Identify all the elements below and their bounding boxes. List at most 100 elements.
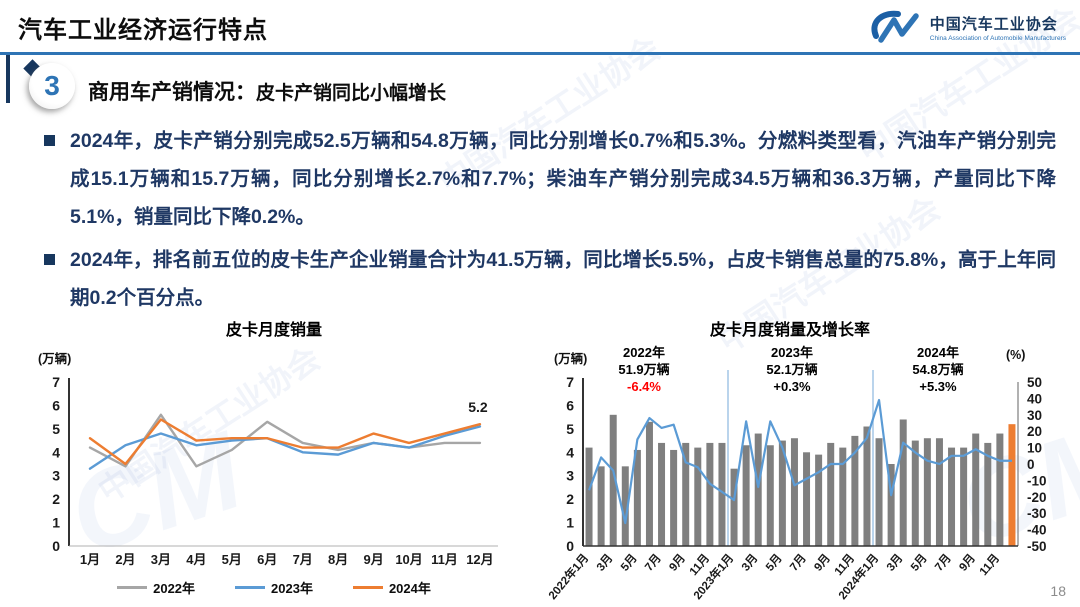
line-chart-monthly-sales: 皮卡月度销量 (万辆) 0 1 2 3 4 5 6 7 1月 2月 3月 4月 5月 6月 7月 8月 9月 10… xyxy=(28,312,520,607)
sales-bar xyxy=(597,466,605,546)
x-tick-label: 9月 xyxy=(957,552,978,574)
x-tick-label: 9月 xyxy=(812,552,833,574)
sales-bar xyxy=(718,442,726,546)
bullet-square-icon xyxy=(44,135,55,146)
chart-legend: 2022年 2023年 2024年 xyxy=(28,578,520,597)
svg-text:5: 5 xyxy=(52,421,60,437)
section-heading-prefix: 商用车产销情况： xyxy=(88,81,256,104)
legend-item: 2022年 xyxy=(117,578,195,597)
axis-unit-label-right: (%) xyxy=(1006,348,1026,362)
svg-text:40: 40 xyxy=(1027,391,1042,406)
end-data-label: 5.2 xyxy=(468,399,488,415)
svg-text:2: 2 xyxy=(566,491,574,507)
caam-logo: 中国汽车工业协会 China Association of Automobile… xyxy=(868,8,1066,46)
line-chart-plot: 0 1 2 3 4 5 6 7 1月 2月 3月 4月 5月 6月 7月 8月 9月 10月 11月 12月 5.2 xyxy=(52,374,498,567)
sales-bar xyxy=(996,433,1004,546)
sales-bar xyxy=(609,414,617,546)
svg-text:3: 3 xyxy=(52,468,60,484)
svg-text:6月: 6月 xyxy=(257,552,277,567)
sales-bar xyxy=(960,447,968,546)
sales-bar xyxy=(972,433,980,546)
logo-name-cn: 中国汽车工业协会 xyxy=(929,15,1058,33)
svg-text:7: 7 xyxy=(52,374,60,390)
growth-rate-line xyxy=(588,398,1012,525)
sales-bar xyxy=(935,438,943,546)
page-title: 汽车工业经济运行特点 xyxy=(18,17,268,44)
svg-text:50: 50 xyxy=(1027,375,1042,390)
svg-text:8月: 8月 xyxy=(328,552,348,567)
sales-bar xyxy=(984,442,992,546)
axis-unit-label-left: (万辆) xyxy=(554,352,588,366)
svg-text:0: 0 xyxy=(52,538,60,554)
svg-text:1: 1 xyxy=(52,515,60,531)
sales-bar xyxy=(658,442,666,546)
axis-unit-label: (万辆) xyxy=(38,352,72,366)
svg-text:4: 4 xyxy=(52,444,60,460)
bullet-list: 2024年，皮卡产销分别完成52.5万辆和54.8万辆，同比分别增长0.7%和5… xyxy=(42,122,1056,317)
svg-text:0: 0 xyxy=(1027,457,1035,472)
bullet-item: 2024年，皮卡产销分别完成52.5万辆和54.8万辆，同比分别增长0.7%和5… xyxy=(42,122,1056,236)
bullet-text: 2024年，排名前五位的皮卡生产企业销量合计为41.5万辆，同比增长5.5%，占… xyxy=(70,249,1056,309)
caam-logo-mark xyxy=(871,10,919,43)
x-tick-label: 11月 xyxy=(977,552,1002,578)
sales-bar xyxy=(730,468,738,546)
section-heading-highlight: 皮卡产销同比小幅增长 xyxy=(256,83,447,104)
svg-text:-40: -40 xyxy=(1027,523,1047,538)
legend-swatch xyxy=(352,586,383,589)
section-number-badge: 3 xyxy=(29,63,75,109)
sales-bar xyxy=(875,438,883,546)
sales-bar xyxy=(694,447,702,546)
chart-title: 皮卡月度销量及增长率 xyxy=(709,322,870,339)
sales-bar xyxy=(585,447,593,546)
legend-swatch xyxy=(235,586,266,589)
header-divider xyxy=(0,52,1080,55)
x-tick-label: 2022年1月 xyxy=(545,551,591,602)
svg-text:2: 2 xyxy=(52,491,60,507)
x-tick-label: 5月 xyxy=(908,552,929,574)
sales-bar xyxy=(621,466,629,546)
svg-text:7: 7 xyxy=(566,374,574,390)
legend-item: 2023年 xyxy=(235,578,313,597)
sales-bar xyxy=(887,464,895,546)
sales-bar xyxy=(863,426,871,546)
combo-chart-sales-growth: 皮卡月度销量及增长率 (万辆) (%) 0 1 2 3 4 5 6 7 50 40 30 20 10 0-… xyxy=(540,312,1080,607)
sales-bar xyxy=(645,421,653,546)
x-tick-label: 7月 xyxy=(642,552,663,574)
series-line-2023年 xyxy=(88,425,482,470)
x-tick-label: 3月 xyxy=(739,552,760,574)
legend-swatch xyxy=(117,586,148,589)
section-number: 3 xyxy=(44,70,60,101)
svg-text:20: 20 xyxy=(1027,424,1042,439)
x-tick-label: 7月 xyxy=(932,552,953,574)
sales-bar xyxy=(827,442,835,546)
svg-text:30: 30 xyxy=(1027,408,1042,423)
svg-text:12月: 12月 xyxy=(466,552,493,567)
sales-bar xyxy=(948,447,956,546)
sales-bar xyxy=(839,447,847,546)
svg-text:-10: -10 xyxy=(1027,473,1047,488)
svg-text:2月: 2月 xyxy=(115,552,135,567)
x-tick-label: 3月 xyxy=(594,552,615,574)
svg-text:5月: 5月 xyxy=(222,552,242,567)
sales-bar xyxy=(670,449,678,546)
svg-text:9月: 9月 xyxy=(363,552,383,567)
svg-text:5: 5 xyxy=(566,421,574,437)
legend-item: 2024年 xyxy=(352,578,431,597)
page-number: 18 xyxy=(1050,583,1066,599)
sales-bar xyxy=(790,438,798,546)
logo-name-en: China Association of Automobile Manufact… xyxy=(929,34,1066,42)
x-tick-label: 5月 xyxy=(618,552,639,574)
sales-bar xyxy=(682,442,690,546)
svg-text:3月: 3月 xyxy=(151,552,171,567)
sales-bar xyxy=(706,442,714,546)
svg-text:1: 1 xyxy=(566,515,574,531)
section-heading: 商用车产销情况：皮卡产销同比小幅增长 xyxy=(88,76,446,106)
x-tick-label: 5月 xyxy=(763,552,784,574)
svg-text:3: 3 xyxy=(566,468,574,484)
bullet-item: 2024年，排名前五位的皮卡生产企业销量合计为41.5万辆，同比增长5.5%，占… xyxy=(42,241,1056,317)
svg-text:6: 6 xyxy=(52,397,60,413)
svg-text:11月: 11月 xyxy=(431,552,458,567)
sales-bar xyxy=(778,440,786,546)
svg-text:6: 6 xyxy=(566,397,574,413)
